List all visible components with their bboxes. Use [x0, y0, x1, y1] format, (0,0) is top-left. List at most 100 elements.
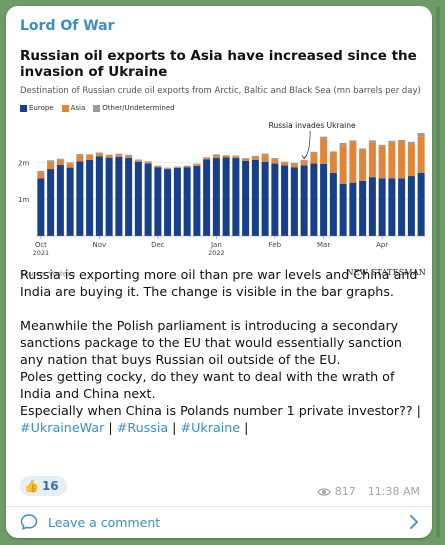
legend-item-europe: Europe	[20, 104, 54, 112]
bar-other-undetermined-18	[212, 154, 220, 156]
x-tick-label: Jan	[210, 241, 222, 249]
x-tick-label: Mar	[317, 241, 330, 249]
bar-other-undetermined-35	[378, 144, 386, 147]
bar-asia-22	[251, 156, 259, 160]
bar-europe-32	[349, 182, 357, 236]
bar-europe-25	[281, 165, 289, 236]
bar-other-undetermined-7	[105, 154, 113, 156]
chart-image[interactable]: Russian oil exports to Asia have increas…	[14, 44, 432, 280]
bar-asia-34	[368, 142, 376, 178]
bar-other-undetermined-15	[183, 165, 191, 167]
bar-asia-13	[164, 168, 172, 170]
annotation-arrow	[303, 130, 311, 159]
bar-other-undetermined-30	[329, 151, 337, 153]
annotation-arrowhead	[301, 154, 307, 160]
bar-other-undetermined-12	[154, 165, 162, 167]
bar-other-undetermined-32	[349, 140, 357, 142]
bar-asia-14	[173, 167, 181, 168]
bar-other-undetermined-31	[339, 142, 347, 146]
x-tick-label: Oct	[35, 241, 47, 249]
bar-asia-39	[417, 136, 425, 173]
bar-europe-39	[417, 172, 425, 236]
reaction-count: 16	[41, 479, 59, 493]
hashtag-ukrainewar[interactable]: #UkraineWar	[20, 420, 105, 435]
bar-asia-32	[349, 141, 357, 183]
x-tick-sublabel: 2022	[208, 249, 225, 257]
bar-asia-28	[310, 153, 318, 164]
post-paragraph-2: Meanwhile the Polish parliament is intro…	[20, 318, 402, 367]
scrollbar[interactable]	[436, 6, 440, 538]
bar-europe-3	[66, 167, 74, 236]
bar-other-undetermined-13	[164, 167, 172, 169]
bar-other-undetermined-0	[37, 170, 45, 173]
bar-europe-29	[320, 163, 328, 236]
bar-asia-29	[320, 138, 328, 164]
bar-asia-0	[37, 172, 45, 179]
message-card: Lord Of War Russian oil exports to Asia …	[6, 6, 432, 538]
bar-other-undetermined-34	[368, 140, 376, 143]
reaction-thumbs-up[interactable]: 👍 16	[20, 476, 67, 496]
bar-other-undetermined-5	[86, 154, 94, 156]
legend-label-europe: Europe	[29, 104, 54, 112]
bar-asia-37	[398, 141, 406, 179]
bar-other-undetermined-17	[203, 157, 211, 159]
legend-swatch-europe	[20, 104, 27, 112]
bar-europe-28	[310, 163, 318, 236]
x-tick-sublabel: 2021	[33, 249, 50, 257]
x-tick-label: Feb	[269, 241, 282, 249]
bar-other-undetermined-6	[95, 152, 103, 154]
legend-label-other: Other/Undetermined	[102, 104, 175, 112]
bar-asia-16	[193, 164, 201, 166]
bar-asia-30	[329, 152, 337, 173]
bar-other-undetermined-36	[388, 140, 396, 143]
bar-europe-2	[56, 165, 64, 236]
bar-europe-18	[212, 158, 220, 236]
bar-asia-11	[144, 162, 152, 164]
chevron-right-icon[interactable]	[408, 512, 420, 532]
bar-europe-10	[134, 161, 142, 236]
bar-asia-8	[115, 154, 123, 157]
publisher-logo: NEW STATESMAN	[346, 268, 426, 277]
bar-other-undetermined-8	[115, 153, 123, 155]
bar-other-undetermined-33	[359, 148, 367, 150]
bar-chart: 1m2mOct2021NovDecJan2022FebMarAprMayJunR…	[18, 121, 426, 257]
bar-europe-9	[125, 158, 133, 236]
bar-asia-4	[76, 155, 84, 162]
bar-asia-3	[66, 163, 74, 168]
bar-other-undetermined-4	[76, 153, 84, 156]
chart-subtitle: Destination of Russian crude oil exports…	[20, 86, 421, 96]
bar-europe-0	[37, 178, 45, 236]
bar-asia-5	[86, 155, 94, 160]
channel-name[interactable]: Lord Of War	[20, 18, 115, 34]
divider	[6, 506, 432, 507]
post-hashtags: #UkraineWar | #Russia | #Ukraine |	[20, 419, 428, 436]
bar-europe-31	[339, 183, 347, 236]
bar-europe-8	[115, 156, 123, 236]
bar-europe-37	[398, 178, 406, 236]
bar-asia-21	[242, 158, 250, 161]
hashtag-russia[interactable]: #Russia	[116, 420, 169, 435]
bar-asia-20	[232, 156, 240, 159]
bar-asia-38	[407, 144, 415, 177]
leave-comment-label: Leave a comment	[48, 514, 161, 530]
hashtag-separator: |	[104, 420, 117, 435]
bar-europe-27	[300, 165, 308, 236]
view-count: 817	[334, 485, 356, 498]
bar-europe-14	[173, 167, 181, 236]
bar-asia-25	[281, 162, 289, 166]
bar-asia-2	[56, 159, 64, 166]
bar-asia-15	[183, 166, 191, 168]
bar-other-undetermined-25	[281, 161, 289, 163]
comment-bubble-icon	[20, 514, 38, 530]
thumbs-up-icon: 👍	[24, 479, 39, 493]
leave-comment-button[interactable]: Leave a comment	[20, 513, 160, 531]
post-text: Russia is exporting more oil than pre wa…	[20, 266, 428, 436]
bar-europe-21	[242, 160, 250, 236]
legend-item-asia: Asia	[61, 104, 85, 112]
bar-europe-7	[105, 157, 113, 236]
hashtag-ukraine[interactable]: #Ukraine	[180, 420, 241, 435]
bar-europe-34	[368, 177, 376, 236]
bar-other-undetermined-22	[251, 155, 259, 157]
bar-asia-19	[222, 155, 230, 158]
bar-other-undetermined-9	[125, 154, 133, 156]
